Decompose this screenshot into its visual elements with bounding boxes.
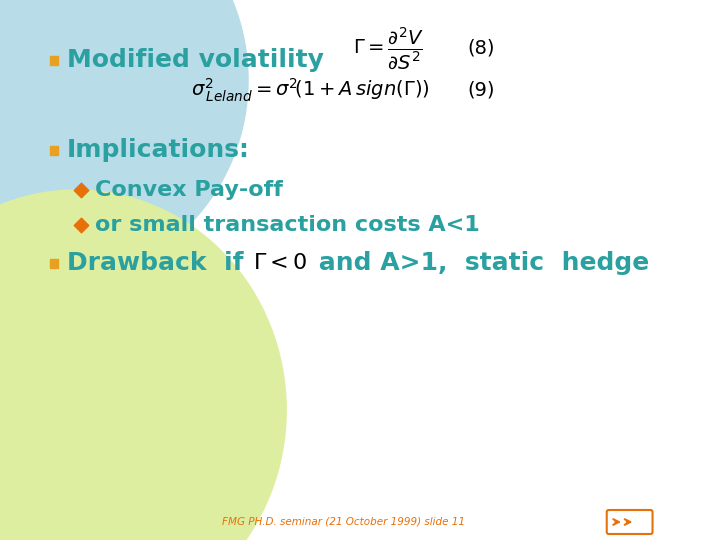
Bar (50, 259, 58, 268)
Bar (50, 146, 58, 155)
Circle shape (0, 0, 248, 280)
Text: Convex Pay-off: Convex Pay-off (95, 180, 283, 200)
Text: and A>1,  static  hedge: and A>1, static hedge (310, 251, 649, 275)
Circle shape (0, 190, 286, 540)
Text: FMG PH.D. seminar (21 October 1999) slide 11: FMG PH.D. seminar (21 October 1999) slid… (222, 517, 465, 527)
Text: Implications:: Implications: (67, 138, 250, 162)
Point (76, 186, 87, 194)
Text: $\Gamma < 0$: $\Gamma < 0$ (253, 253, 307, 273)
Text: $\Gamma = \dfrac{\partial^2 V}{\partial S^2}$: $\Gamma = \dfrac{\partial^2 V}{\partial … (353, 25, 424, 71)
Text: (9): (9) (467, 80, 495, 99)
Text: Drawback  if: Drawback if (67, 251, 252, 275)
Text: or small transaction costs A<1: or small transaction costs A<1 (95, 215, 480, 235)
Point (76, 221, 87, 230)
Text: $\sigma^2_{\,Leland} = \sigma^2\!\left(1 + A\,sign(\Gamma)\right)$: $\sigma^2_{\,Leland} = \sigma^2\!\left(1… (191, 76, 430, 104)
Text: Modified volatility: Modified volatility (67, 48, 324, 72)
Text: (8): (8) (467, 38, 495, 57)
Bar (50, 56, 58, 65)
